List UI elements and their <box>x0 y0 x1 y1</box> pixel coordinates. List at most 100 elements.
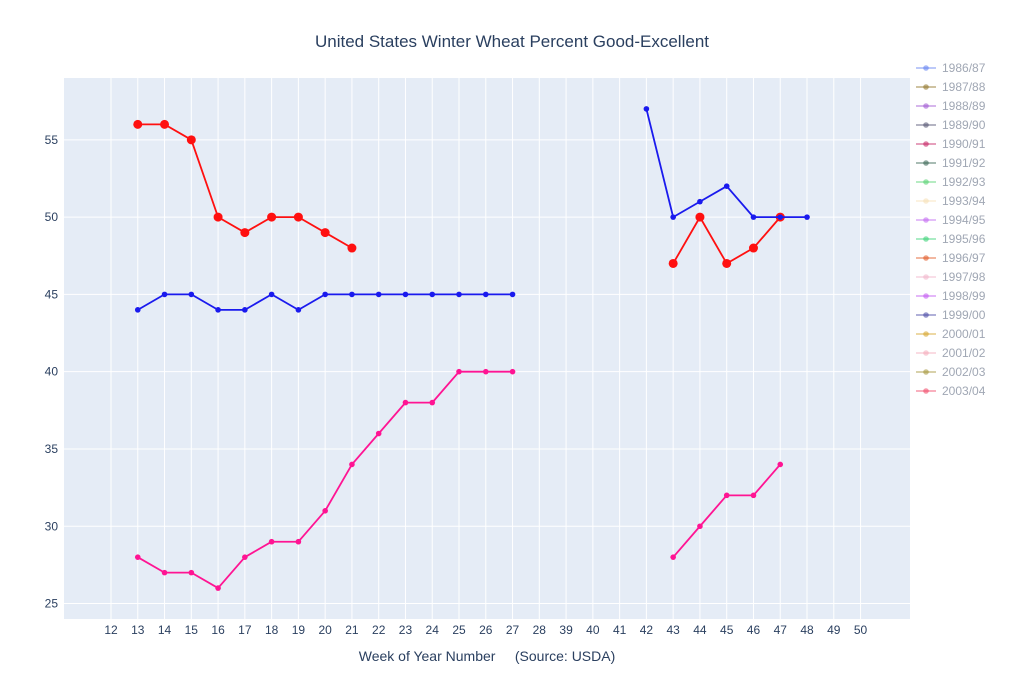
legend-item[interactable]: 1996/97 <box>916 251 986 265</box>
data-point <box>188 291 195 298</box>
legend-marker-icon <box>923 312 929 318</box>
y-tick-label: 30 <box>45 519 59 533</box>
data-point <box>134 307 141 313</box>
legend-label: 1993/94 <box>942 194 986 208</box>
data-point <box>295 307 302 313</box>
x-tick-label: 23 <box>399 623 413 637</box>
chart-title: United States Winter Wheat Percent Good-… <box>315 32 709 51</box>
series-2 <box>134 106 810 313</box>
data-point <box>670 214 676 220</box>
x-tick-label: 21 <box>345 623 359 637</box>
x-tick-label: 27 <box>506 623 520 637</box>
x-tick-label: 28 <box>533 623 547 637</box>
data-point <box>213 212 223 222</box>
data-point <box>268 538 275 545</box>
legend-label: 1986/87 <box>942 61 986 75</box>
legend-item[interactable]: 1998/99 <box>916 289 986 303</box>
data-point <box>429 291 436 298</box>
legend-item[interactable]: 2000/01 <box>916 327 986 341</box>
legend-item[interactable]: 1993/94 <box>916 194 986 208</box>
legend-item[interactable]: 1992/93 <box>916 175 986 189</box>
legend-item[interactable]: 1989/90 <box>916 118 986 132</box>
legend-item[interactable]: 1988/89 <box>916 99 986 113</box>
data-point <box>375 430 382 437</box>
legend-item[interactable]: 2001/02 <box>916 346 986 360</box>
data-point <box>295 538 302 545</box>
x-tick-label: 12 <box>104 623 118 637</box>
y-tick-label: 55 <box>45 133 59 147</box>
series-group <box>133 106 810 591</box>
legend-label: 1995/96 <box>942 232 986 246</box>
data-point <box>242 307 248 313</box>
data-point <box>267 212 277 222</box>
series-3 <box>134 368 784 591</box>
legend-label: 1990/91 <box>942 137 986 151</box>
legend-item[interactable]: 1995/96 <box>916 232 986 246</box>
data-point <box>429 399 436 406</box>
legend-label: 1998/99 <box>942 289 986 303</box>
legend-label: 1999/00 <box>942 308 986 322</box>
data-point <box>215 307 221 313</box>
legend-item[interactable]: 1990/91 <box>916 137 986 151</box>
x-axis-label: Week of Year Number (Source: USDA) <box>359 648 616 664</box>
data-point <box>375 291 382 298</box>
x-tick-label: 43 <box>666 623 680 637</box>
data-point <box>804 214 810 220</box>
data-point <box>160 119 170 129</box>
series-1 <box>133 119 785 268</box>
data-point <box>402 291 409 298</box>
data-point <box>695 212 705 222</box>
legend-label: 1996/97 <box>942 251 986 265</box>
data-point <box>777 461 784 468</box>
data-point <box>320 228 330 238</box>
legend-marker-icon <box>923 122 929 128</box>
legend-item[interactable]: 1986/87 <box>916 61 986 75</box>
x-tick-label: 48 <box>800 623 814 637</box>
data-point <box>643 106 650 112</box>
x-tick-label: 14 <box>158 623 172 637</box>
data-point <box>723 492 730 499</box>
data-point <box>697 198 703 205</box>
legend-item[interactable]: 1991/92 <box>916 156 986 170</box>
legend[interactable]: 1986/87 1987/88 1988/89 1989/90 1990/91 1991/… <box>916 61 986 398</box>
x-tick-label: 42 <box>640 623 654 637</box>
legend-label: 1988/89 <box>942 99 986 113</box>
data-point <box>482 368 489 375</box>
data-point <box>322 291 328 298</box>
x-tick-label: 41 <box>613 623 627 637</box>
legend-label: 1994/95 <box>942 213 986 227</box>
x-tick-label: 25 <box>452 623 466 637</box>
data-point <box>293 212 303 222</box>
x-tick-label: 15 <box>185 623 199 637</box>
x-tick-label: 16 <box>211 623 225 637</box>
x-tick-label: 50 <box>854 623 868 637</box>
x-tick-label: 49 <box>827 623 841 637</box>
legend-marker-icon <box>923 198 929 204</box>
x-tick-label: 39 <box>559 623 573 637</box>
data-point <box>670 554 676 560</box>
legend-item[interactable]: 1999/00 <box>916 308 986 322</box>
legend-marker-icon <box>923 369 929 375</box>
legend-marker-icon <box>923 388 929 394</box>
data-point <box>723 183 730 189</box>
legend-label: 1997/98 <box>942 270 986 284</box>
data-point <box>188 569 195 576</box>
legend-marker-icon <box>923 293 929 299</box>
legend-label: 2002/03 <box>942 365 986 379</box>
legend-marker-icon <box>923 274 929 280</box>
legend-label: 2001/02 <box>942 346 986 360</box>
data-point <box>509 291 516 298</box>
legend-item[interactable]: 1987/88 <box>916 80 986 94</box>
legend-item[interactable]: 2002/03 <box>916 365 986 379</box>
legend-item[interactable]: 2003/04 <box>916 384 986 398</box>
legend-item[interactable]: 1994/95 <box>916 213 986 227</box>
data-point <box>268 291 275 298</box>
legend-marker-icon <box>923 236 929 242</box>
y-axis-ticks: 25 30 35 40 45 50 55 <box>45 133 59 611</box>
legend-marker-icon <box>923 84 929 90</box>
legend-item[interactable]: 1997/98 <box>916 270 986 284</box>
y-tick-label: 45 <box>45 287 59 301</box>
x-axis-ticks: 12 13 14 15 16 17 18 19 20 21 22 23 24 25 26 27 28 39 40 41… <box>104 623 867 637</box>
data-point <box>509 368 516 375</box>
data-point <box>722 258 732 268</box>
